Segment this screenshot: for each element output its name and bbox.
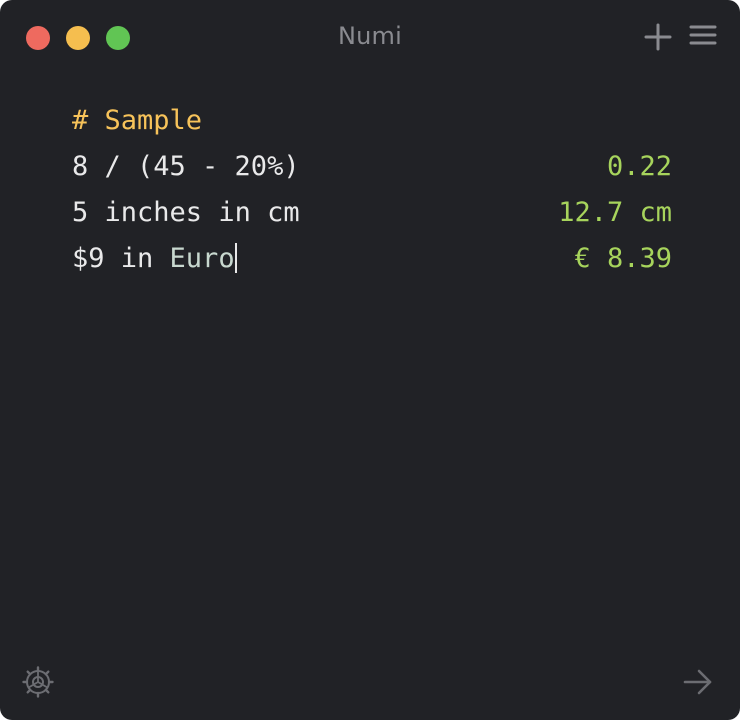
hamburger-menu-icon bbox=[689, 25, 717, 45]
expression-text: $9 in Euro bbox=[72, 236, 237, 282]
maximize-window-button[interactable] bbox=[106, 26, 130, 50]
calculation-editor[interactable]: # Sample 8 / (45 - 20%) 0.22 5 inches in… bbox=[72, 98, 672, 282]
editor-line[interactable]: 8 / (45 - 20%) 0.22 bbox=[72, 144, 672, 190]
text-cursor bbox=[234, 243, 237, 273]
heading-text: # Sample bbox=[72, 105, 203, 136]
minimize-window-button[interactable] bbox=[66, 26, 90, 50]
expression-text: 5 inches in cm bbox=[72, 190, 300, 236]
expression-text: 8 / (45 - 20%) bbox=[72, 151, 300, 182]
window-title: Numi bbox=[337, 22, 402, 50]
editor-line-active[interactable]: $9 in Euro € 8.39 bbox=[72, 236, 672, 282]
result-value: 0.22 bbox=[606, 151, 672, 182]
title-bar[interactable]: Numi bbox=[0, 0, 740, 74]
result-value: € 8.39 bbox=[574, 243, 672, 274]
menu-button[interactable] bbox=[688, 22, 718, 52]
plus-icon bbox=[644, 23, 672, 51]
expression-prefix: $9 in bbox=[72, 243, 170, 274]
close-window-button[interactable] bbox=[26, 26, 50, 50]
result-value: 12.7 cm bbox=[558, 197, 672, 228]
expression-prefix: 5 inches bbox=[72, 197, 219, 228]
editor-line[interactable]: 5 inches in cm 12.7 cm bbox=[72, 190, 672, 236]
gear-icon bbox=[22, 666, 54, 698]
editor-line-heading[interactable]: # Sample bbox=[72, 98, 672, 144]
expression-unit: in cm bbox=[218, 197, 300, 228]
expression-unit: Euro bbox=[169, 243, 235, 274]
arrow-right-icon bbox=[683, 669, 712, 695]
new-document-button[interactable] bbox=[643, 22, 673, 52]
settings-button[interactable] bbox=[22, 666, 54, 698]
share-button[interactable] bbox=[682, 667, 714, 697]
